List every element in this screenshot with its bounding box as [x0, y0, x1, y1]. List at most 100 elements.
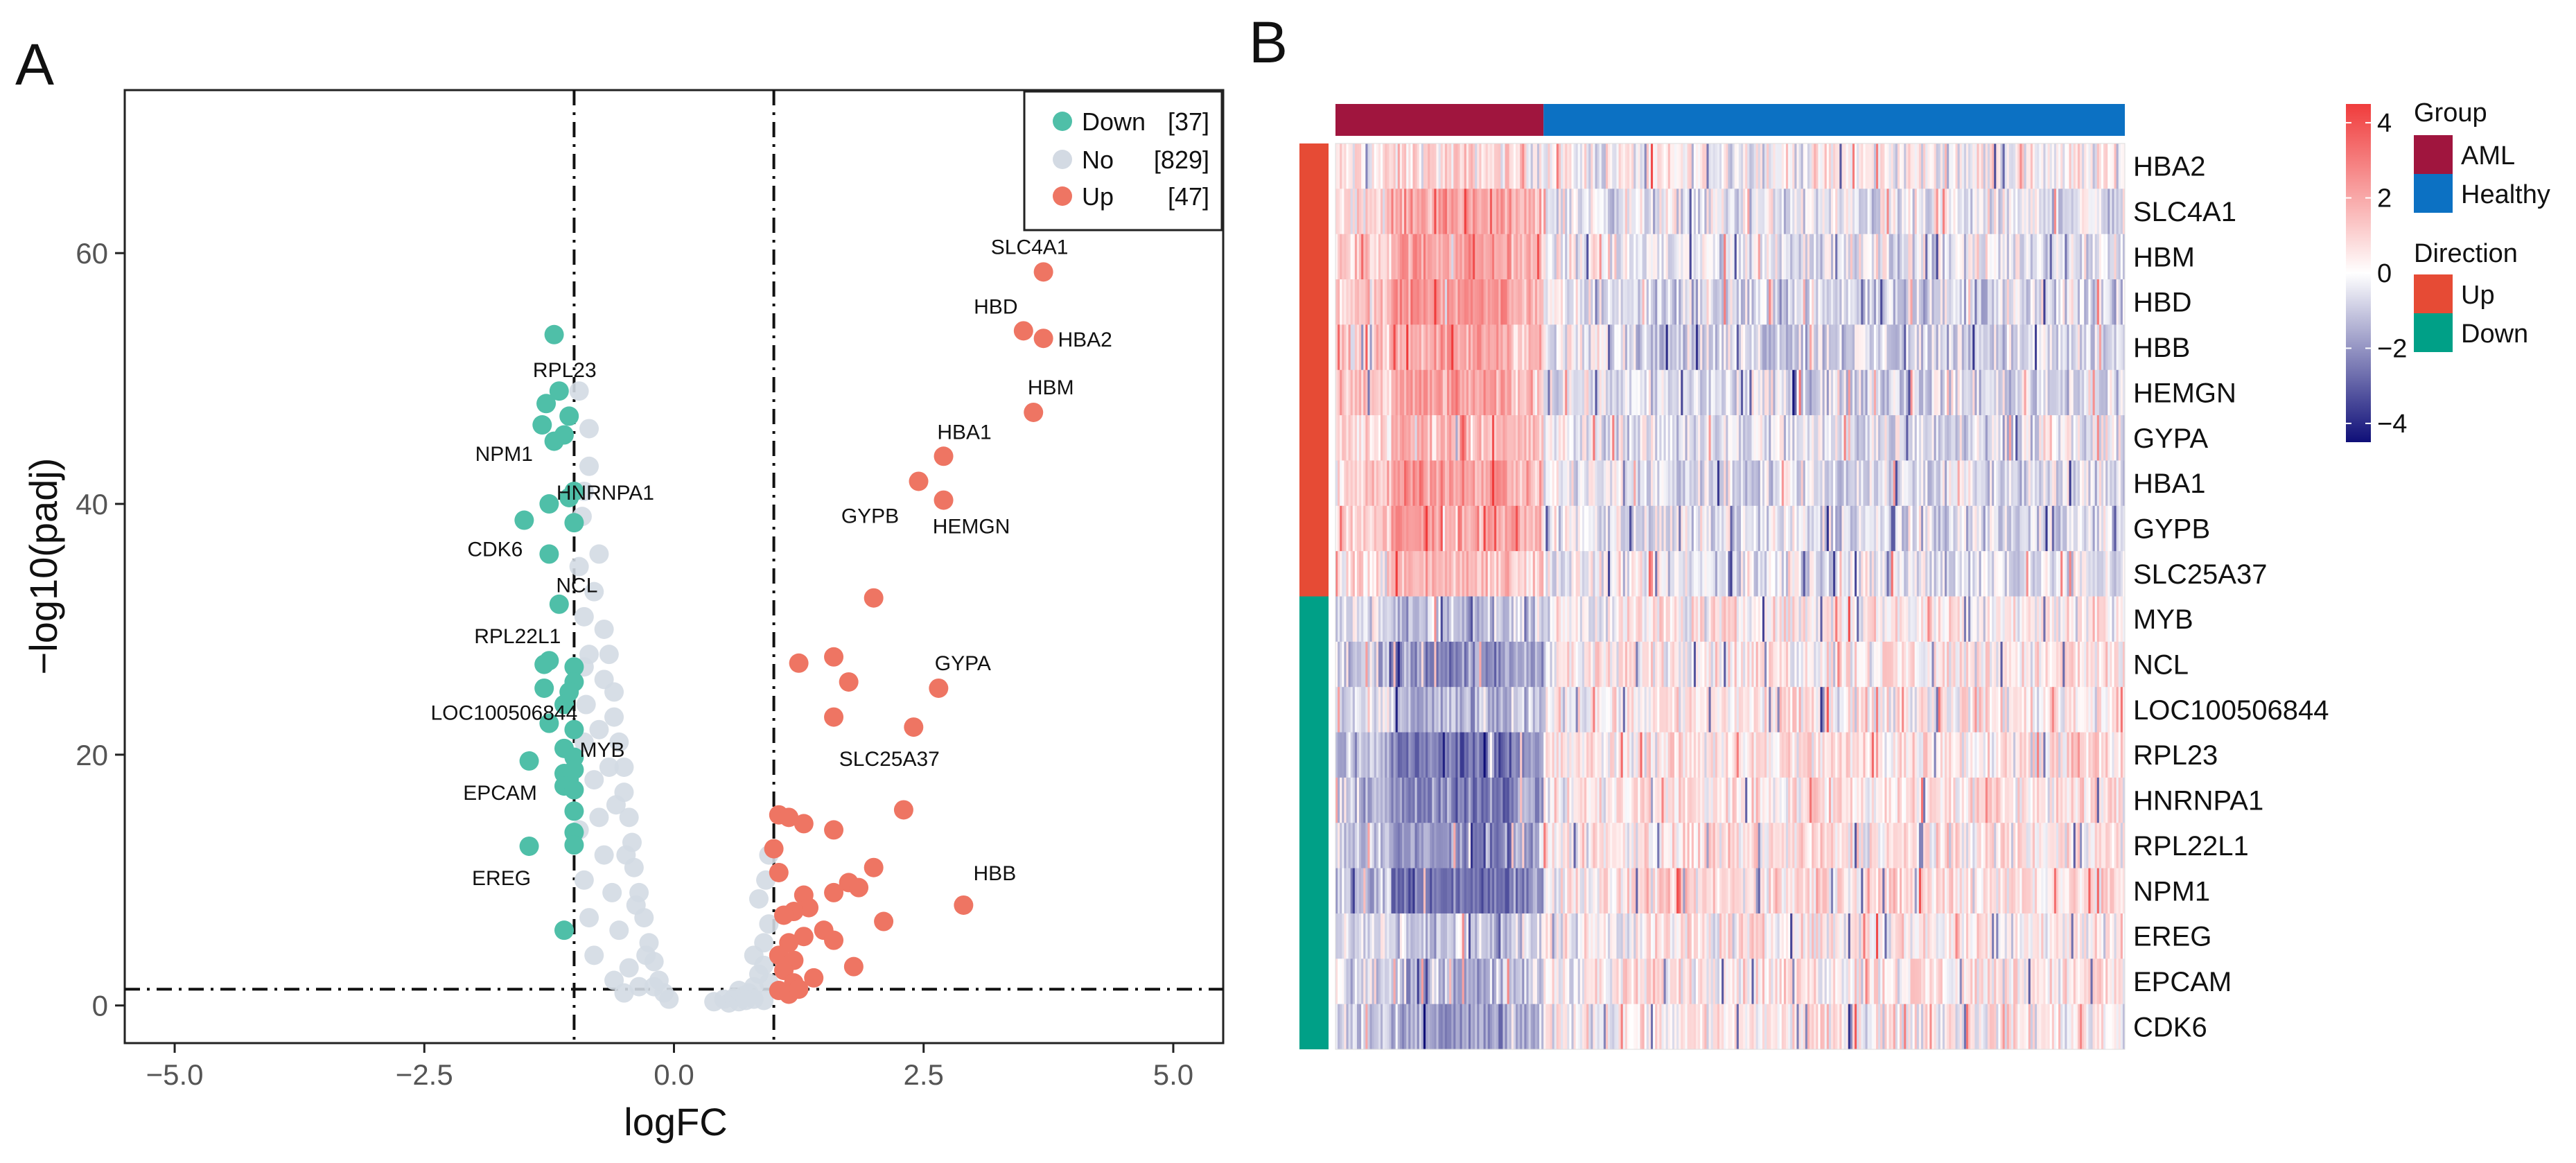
heatmap-cell [1657, 234, 1660, 280]
heatmap-cell [1434, 597, 1437, 642]
heatmap-cell [2074, 189, 2076, 234]
heatmap-cell [1526, 506, 1529, 552]
heatmap-cell [1994, 324, 1997, 370]
heatmap-cell [1400, 189, 1403, 234]
heatmap-cell [1726, 642, 1728, 688]
heatmap-cell [1801, 551, 1804, 597]
heatmap-cell [2024, 370, 2027, 416]
heatmap-cell [1731, 189, 1733, 234]
heatmap-cell [1631, 506, 1634, 552]
heatmap-cell [2112, 506, 2114, 552]
heatmap-cell [1657, 415, 1660, 461]
heatmap-cell [2017, 370, 2020, 416]
heatmap-cell [1981, 234, 1984, 280]
heatmap-cell [1715, 687, 1718, 733]
heatmap-cell [1833, 687, 1836, 733]
heatmap-cell [1668, 642, 1671, 688]
heatmap-cell [2119, 642, 2121, 688]
heatmap-cell [1886, 551, 1889, 597]
gene-annotation: HBA1 [937, 421, 991, 444]
heatmap-cell [1428, 460, 1430, 506]
heatmap-cell [2084, 460, 2087, 506]
heatmap-cell [1565, 279, 1568, 325]
heatmap-cell [1863, 551, 1866, 597]
heatmap-cell [1338, 234, 1340, 280]
heatmap-cell [1340, 642, 1342, 688]
heatmap-cell [1455, 597, 1458, 642]
heatmap-cell [1929, 143, 1932, 189]
heatmap-cell [1545, 551, 1548, 597]
heatmap-cell [1900, 642, 1902, 688]
heatmap-cell [1799, 415, 1802, 461]
heatmap-cell [2080, 460, 2083, 506]
heatmap-cell [2031, 234, 2033, 280]
heatmap-cell [1457, 460, 1460, 506]
heatmap-cell [1692, 506, 1694, 552]
heatmap-cell [1676, 415, 1679, 461]
heatmap-cell [1479, 324, 1482, 370]
heatmap-cell [1859, 597, 1861, 642]
heatmap-cell [1588, 597, 1591, 642]
heatmap-cell [1728, 279, 1731, 325]
heatmap-cell [1567, 324, 1570, 370]
heatmap-cell [1823, 143, 1825, 189]
heatmap-cell [1726, 370, 1728, 416]
heatmap-cell [1361, 642, 1364, 688]
heatmap-cell [1713, 551, 1716, 597]
gene-annotation: HEMGN [933, 516, 1010, 539]
heatmap-cell [2029, 370, 2031, 416]
heatmap-cell [1929, 279, 1932, 325]
heatmap-cell [2067, 687, 2069, 733]
heatmap-cell [1981, 460, 1984, 506]
heatmap-cell [1464, 279, 1467, 325]
heatmap-cell [1688, 143, 1690, 189]
heatmap-cell [2029, 460, 2031, 506]
heatmap-cell [1998, 279, 2001, 325]
heatmap-cell [1477, 370, 1480, 416]
heatmap-cell [1865, 506, 1868, 552]
heatmap-cell [1441, 415, 1444, 461]
heatmap-cell [1588, 415, 1591, 461]
heatmap-cell [2007, 687, 2010, 733]
heatmap-cell [2029, 415, 2031, 461]
heatmap-cell [2090, 642, 2093, 688]
heatmap-cell [2086, 642, 2089, 688]
heatmap-cell [2039, 370, 2042, 416]
heatmap-cell [2048, 370, 2051, 416]
heatmap-cell [1466, 279, 1469, 325]
heatmap-cell [1406, 415, 1409, 461]
heatmap-cell [1402, 687, 1405, 733]
heatmap-cell [2076, 687, 2078, 733]
heatmap-cell [1717, 687, 1720, 733]
heatmap-cell [1778, 687, 1780, 733]
heatmap-cell [1668, 189, 1671, 234]
heatmap-cell [2067, 597, 2069, 642]
heatmap-cell [1359, 551, 1362, 597]
heatmap-cell [1940, 370, 1943, 416]
heatmap-cell [1526, 415, 1529, 461]
heatmap-cell [1668, 551, 1671, 597]
heatmap-cell [1915, 370, 1918, 416]
heatmap-cell [1349, 189, 1351, 234]
heatmap-cell [1764, 324, 1767, 370]
heatmap-cell [1391, 551, 1394, 597]
heatmap-cell [1600, 234, 1602, 280]
heatmap-cell [1574, 551, 1577, 597]
heatmap-cell [1904, 460, 1907, 506]
heatmap-cell [2062, 189, 2065, 234]
heatmap-cell [1846, 551, 1849, 597]
heatmap-cell [1891, 370, 1894, 416]
heatmap-cell [1565, 143, 1568, 189]
heatmap-cell [1803, 460, 1806, 506]
heatmap-cell [2052, 506, 2055, 552]
heatmap-cell [1702, 506, 1705, 552]
heatmap-cell [1548, 234, 1550, 280]
heatmap-cell [1588, 642, 1591, 688]
heatmap-cell [2031, 597, 2033, 642]
heatmap-cell [2117, 415, 2119, 461]
heatmap-cell [1958, 460, 1961, 506]
heatmap-cell [1584, 506, 1587, 552]
heatmap-cell [2062, 506, 2065, 552]
heatmap-cell [2031, 687, 2033, 733]
